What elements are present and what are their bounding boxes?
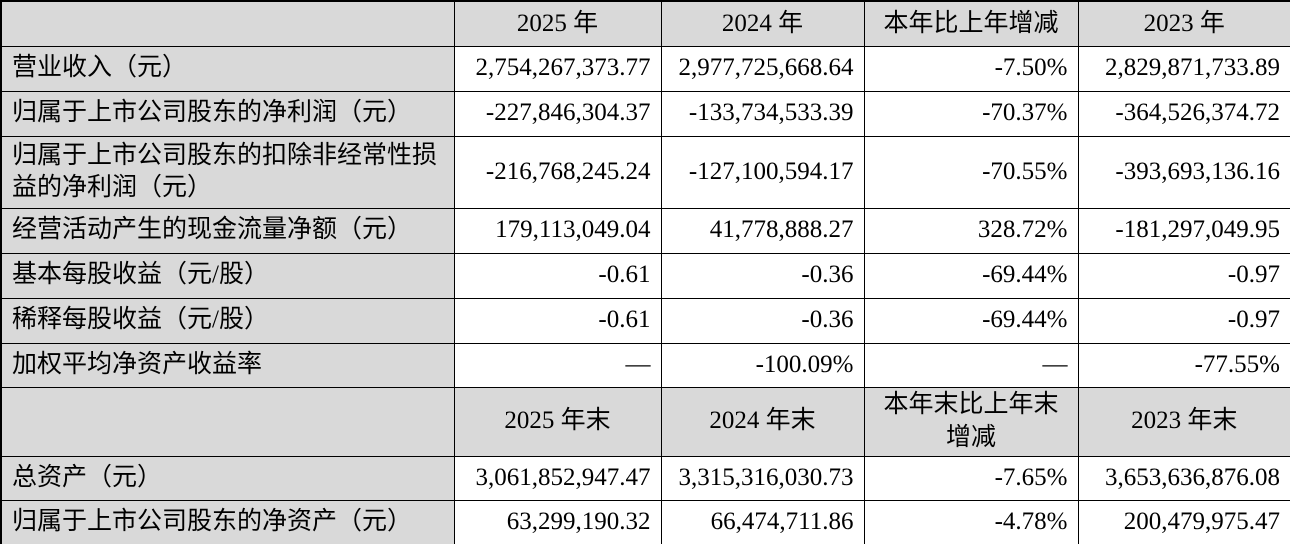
table-header-row-year-end: 2025 年末 2024 年末 本年末比上年末增减 2023 年末 — [0, 386, 1290, 457]
column-header-2023: 2023 年 — [1077, 0, 1290, 47]
table-row-revenue: 营业收入（元） 2,754,267,373.77 2,977,725,668.6… — [0, 45, 1290, 92]
table-row-total-assets: 总资产（元） 3,061,852,947.47 3,315,316,030.73… — [0, 455, 1290, 501]
column-header-2024-end: 2024 年末 — [660, 386, 865, 457]
cell-value: 3,653,636,876.08 — [1077, 455, 1290, 501]
cell-value: -70.37% — [863, 90, 1079, 137]
cell-value: -7.50% — [863, 45, 1079, 92]
cell-value: -227,846,304.37 — [453, 90, 662, 137]
cell-value: -393,693,136.16 — [1077, 135, 1290, 209]
cell-value: -0.36 — [660, 252, 865, 299]
table-row-operating-cash-flow: 经营活动产生的现金流量净额（元） 179,113,049.04 41,778,8… — [0, 207, 1290, 254]
cell-value: 200,479,975.47 — [1077, 499, 1290, 544]
cell-value: 41,778,888.27 — [660, 207, 865, 254]
cell-value: 66,474,711.86 — [660, 499, 865, 544]
row-label: 加权平均净资产收益率 — [0, 342, 455, 388]
cell-value: 328.72% — [863, 207, 1079, 254]
cell-value: -0.61 — [453, 252, 662, 299]
row-label: 基本每股收益（元/股） — [0, 252, 455, 299]
table-row-net-profit: 归属于上市公司股东的净利润（元） -227,846,304.37 -133,73… — [0, 90, 1290, 137]
cell-value: 179,113,049.04 — [453, 207, 662, 254]
cell-value: 2,977,725,668.64 — [660, 45, 865, 92]
corner-cell — [0, 386, 455, 457]
cell-value: 63,299,190.32 — [453, 499, 662, 544]
column-header-2024: 2024 年 — [660, 0, 865, 47]
cell-value: -0.97 — [1077, 297, 1290, 344]
row-label: 经营活动产生的现金流量净额（元） — [0, 207, 455, 254]
column-header-yoy-change: 本年比上年增减 — [863, 0, 1079, 47]
cell-value: -0.36 — [660, 297, 865, 344]
cell-value: — — [453, 342, 662, 388]
cell-value: 2,829,871,733.89 — [1077, 45, 1290, 92]
table-row-net-assets: 归属于上市公司股东的净资产（元） 63,299,190.32 66,474,71… — [0, 499, 1290, 544]
cell-value: -77.55% — [1077, 342, 1290, 388]
cell-value: -127,100,594.17 — [660, 135, 865, 209]
table-row-net-profit-excl-nonrecurring: 归属于上市公司股东的扣除非经常性损益的净利润（元） -216,768,245.2… — [0, 135, 1290, 209]
cell-value: -4.78% — [863, 499, 1079, 544]
table-row-basic-eps: 基本每股收益（元/股） -0.61 -0.36 -69.44% -0.97 — [0, 252, 1290, 299]
row-label: 归属于上市公司股东的扣除非经常性损益的净利润（元） — [0, 135, 455, 209]
cell-value: -70.55% — [863, 135, 1079, 209]
cell-value: -69.44% — [863, 252, 1079, 299]
cell-value: — — [863, 342, 1079, 388]
cell-value: -100.09% — [660, 342, 865, 388]
corner-cell — [0, 0, 455, 47]
column-header-2025-end: 2025 年末 — [453, 386, 662, 457]
table-row-diluted-eps: 稀释每股收益（元/股） -0.61 -0.36 -69.44% -0.97 — [0, 297, 1290, 344]
cell-value: 3,061,852,947.47 — [453, 455, 662, 501]
cell-value: -0.97 — [1077, 252, 1290, 299]
row-label: 营业收入（元） — [0, 45, 455, 92]
cell-value: 3,315,316,030.73 — [660, 455, 865, 501]
cell-value: -181,297,049.95 — [1077, 207, 1290, 254]
column-header-2023-end: 2023 年末 — [1077, 386, 1290, 457]
cell-value: -0.61 — [453, 297, 662, 344]
row-label: 归属于上市公司股东的净利润（元） — [0, 90, 455, 137]
cell-value: -216,768,245.24 — [453, 135, 662, 209]
row-label: 归属于上市公司股东的净资产（元） — [0, 499, 455, 544]
row-label: 稀释每股收益（元/股） — [0, 297, 455, 344]
cell-value: -7.65% — [863, 455, 1079, 501]
cell-value: -364,526,374.72 — [1077, 90, 1290, 137]
cell-value: -69.44% — [863, 297, 1079, 344]
column-header-2025: 2025 年 — [453, 0, 662, 47]
cell-value: 2,754,267,373.77 — [453, 45, 662, 92]
table-header-row-annual: 2025 年 2024 年 本年比上年增减 2023 年 — [0, 0, 1290, 47]
table-row-weighted-avg-roe: 加权平均净资产收益率 — -100.09% — -77.55% — [0, 342, 1290, 388]
column-header-yearend-change: 本年末比上年末增减 — [863, 386, 1079, 457]
cell-value: -133,734,533.39 — [660, 90, 865, 137]
row-label: 总资产（元） — [0, 455, 455, 501]
